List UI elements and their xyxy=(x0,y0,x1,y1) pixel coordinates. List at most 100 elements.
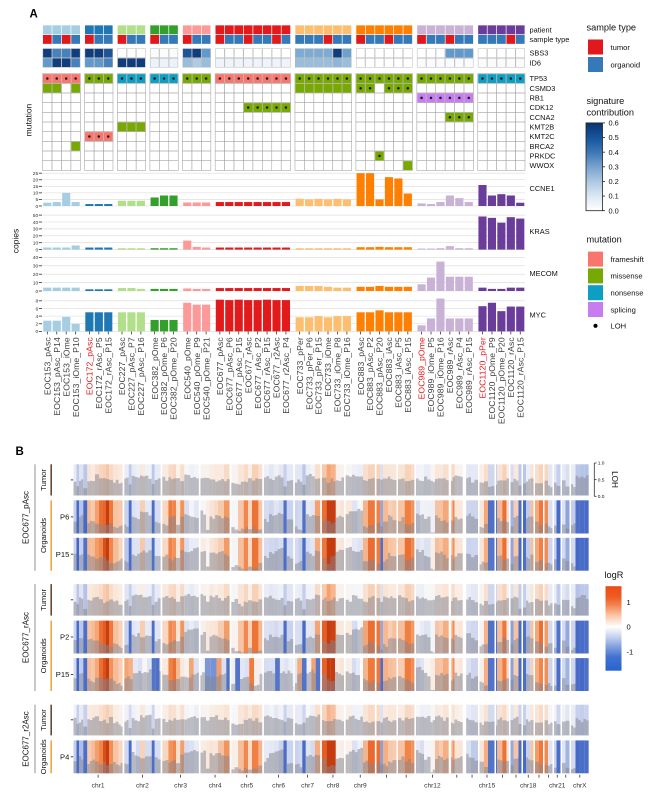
svg-text:frameshift: frameshift xyxy=(611,255,645,264)
svg-text:sample type: sample type xyxy=(530,35,570,44)
svg-text:KRAS: KRAS xyxy=(530,227,550,236)
svg-text:Tumor: Tumor xyxy=(39,589,48,611)
svg-text:EOC733_iOme_P8: EOC733_iOme_P8 xyxy=(333,337,343,412)
svg-text:0.2: 0.2 xyxy=(609,177,619,186)
svg-text:CSMD3: CSMD3 xyxy=(530,84,556,93)
svg-text:chr1: chr1 xyxy=(92,783,105,790)
svg-text:chr3: chr3 xyxy=(174,783,187,790)
svg-text:A: A xyxy=(30,9,38,21)
svg-text:10: 10 xyxy=(33,241,39,247)
svg-text:0.5: 0.5 xyxy=(598,477,605,483)
svg-text:30: 30 xyxy=(33,227,39,233)
svg-text:CCNA2: CCNA2 xyxy=(530,113,555,122)
svg-text:chrX: chrX xyxy=(573,783,587,790)
svg-text:EOC733_pPer: EOC733_pPer xyxy=(295,337,305,394)
svg-text:EOC883_iAsc: EOC883_iAsc xyxy=(384,337,394,393)
svg-text:EOC677_pAsc: EOC677_pAsc xyxy=(22,491,31,544)
svg-text:chr8: chr8 xyxy=(327,783,340,790)
svg-text:chr9: chr9 xyxy=(354,783,367,790)
svg-text:Tumor: Tumor xyxy=(39,469,48,491)
svg-text:2: 2 xyxy=(35,322,38,328)
svg-text:15: 15 xyxy=(33,184,39,190)
svg-text:EOC989_rAsc_P15: EOC989_rAsc_P15 xyxy=(464,337,474,414)
svg-text:EOC883_iAsc_P15: EOC883_iAsc_P15 xyxy=(403,337,413,413)
svg-text:EOC677_pAsc_P6: EOC677_pAsc_P6 xyxy=(225,337,235,411)
svg-text:1.0: 1.0 xyxy=(598,461,605,467)
svg-text:EOC227_pAsc_P7: EOC227_pAsc_P7 xyxy=(127,337,137,411)
svg-text:EOC1120_rAsc_P15: EOC1120_rAsc_P15 xyxy=(515,337,525,418)
svg-text:EOC172_pAsc: EOC172_pAsc xyxy=(85,337,95,396)
svg-text:6: 6 xyxy=(35,306,38,312)
svg-text:0.5: 0.5 xyxy=(609,133,619,142)
svg-text:P6: P6 xyxy=(60,513,69,522)
svg-text:EOC172_rAsc_P15: EOC172_rAsc_P15 xyxy=(103,337,113,414)
svg-text:4: 4 xyxy=(35,314,38,320)
svg-text:chr5: chr5 xyxy=(240,783,253,790)
svg-text:40: 40 xyxy=(33,255,39,261)
svg-text:8: 8 xyxy=(35,299,38,305)
svg-text:EOC382_pOme: EOC382_pOme xyxy=(150,337,160,399)
svg-text:EOC227_pAsc_P16: EOC227_pAsc_P16 xyxy=(136,337,146,416)
svg-text:EOC677_rAsc_P2: EOC677_rAsc_P2 xyxy=(253,337,263,409)
svg-text:5: 5 xyxy=(35,197,38,203)
svg-text:EOC153_pAsc: EOC153_pAsc xyxy=(43,337,53,396)
svg-text:10: 10 xyxy=(33,280,39,286)
svg-text:0: 0 xyxy=(627,623,631,632)
svg-text:EOC153_pAsc_P14: EOC153_pAsc_P14 xyxy=(52,337,62,416)
svg-text:P2: P2 xyxy=(60,633,69,642)
svg-text:EOC677_pAsc: EOC677_pAsc xyxy=(215,337,225,396)
svg-text:MYC: MYC xyxy=(530,311,547,320)
svg-text:tumor: tumor xyxy=(611,43,631,52)
svg-text:-1: -1 xyxy=(627,647,634,656)
svg-text:EOC540_pOme_P9: EOC540_pOme_P9 xyxy=(192,337,202,415)
svg-text:1: 1 xyxy=(627,598,631,607)
svg-text:splicing: splicing xyxy=(611,305,636,314)
svg-text:EOC883_pAsc_P2: EOC883_pAsc_P2 xyxy=(365,337,375,411)
svg-text:EOC1120_rAsc: EOC1120_rAsc xyxy=(506,337,516,398)
svg-text:copies: copies xyxy=(11,229,21,254)
svg-text:sample type: sample type xyxy=(587,23,637,33)
svg-text:0.0: 0.0 xyxy=(609,206,619,215)
svg-text:chr2: chr2 xyxy=(136,783,149,790)
svg-text:20: 20 xyxy=(33,178,39,184)
svg-text:chr6: chr6 xyxy=(272,783,285,790)
svg-text:B: B xyxy=(16,446,24,458)
svg-text:EOC540_pOme: EOC540_pOme xyxy=(182,337,192,399)
svg-text:20: 20 xyxy=(33,234,39,240)
svg-text:EOC172_rAsc_P5: EOC172_rAsc_P5 xyxy=(94,337,104,409)
svg-text:nonsense: nonsense xyxy=(611,289,644,298)
svg-text:10: 10 xyxy=(33,191,39,197)
svg-text:0.6: 0.6 xyxy=(609,119,619,128)
svg-text:EOC382_pOme_P20: EOC382_pOme_P20 xyxy=(169,337,179,420)
svg-text:EOC989_rAsc_P4: EOC989_rAsc_P4 xyxy=(455,337,465,409)
svg-text:0: 0 xyxy=(35,289,38,295)
svg-text:CDK12: CDK12 xyxy=(530,103,554,112)
svg-text:patient: patient xyxy=(530,25,552,34)
svg-text:chr4: chr4 xyxy=(209,783,222,790)
svg-text:EOC540_pOme_P21: EOC540_pOme_P21 xyxy=(201,337,211,420)
svg-text:EOC227_pAsc: EOC227_pAsc xyxy=(117,337,127,396)
svg-text:RB1: RB1 xyxy=(530,94,544,103)
svg-text:EOC733_iOme: EOC733_iOme xyxy=(323,337,333,396)
svg-text:EOC677_r2Asc_P4: EOC677_r2Asc_P4 xyxy=(281,337,291,414)
svg-text:0.4: 0.4 xyxy=(609,148,619,157)
svg-text:0: 0 xyxy=(35,329,38,335)
svg-text:chr7: chr7 xyxy=(301,783,314,790)
svg-text:EOC989_iOme_P16: EOC989_iOme_P16 xyxy=(436,337,446,417)
svg-text:EOC883_iAsc_P5: EOC883_iAsc_P5 xyxy=(394,337,404,408)
svg-text:organoid: organoid xyxy=(611,60,641,69)
svg-text:0.1: 0.1 xyxy=(609,192,619,201)
svg-text:KMT2B: KMT2B xyxy=(530,123,555,132)
svg-text:Organoids: Organoids xyxy=(39,739,48,774)
svg-text:50: 50 xyxy=(33,213,39,219)
svg-text:mutation: mutation xyxy=(24,103,34,136)
svg-text:P15: P15 xyxy=(56,550,70,559)
svg-text:Tumor: Tumor xyxy=(39,709,48,731)
svg-text:25: 25 xyxy=(33,171,39,177)
svg-text:chr15: chr15 xyxy=(479,783,496,790)
svg-text:missense: missense xyxy=(611,272,643,281)
svg-text:EOC153_iOme: EOC153_iOme xyxy=(61,337,71,396)
svg-text:signature: signature xyxy=(587,96,625,106)
svg-text:BRCA2: BRCA2 xyxy=(530,142,555,151)
svg-text:EOC883_pAsc_P20: EOC883_pAsc_P20 xyxy=(375,337,385,416)
